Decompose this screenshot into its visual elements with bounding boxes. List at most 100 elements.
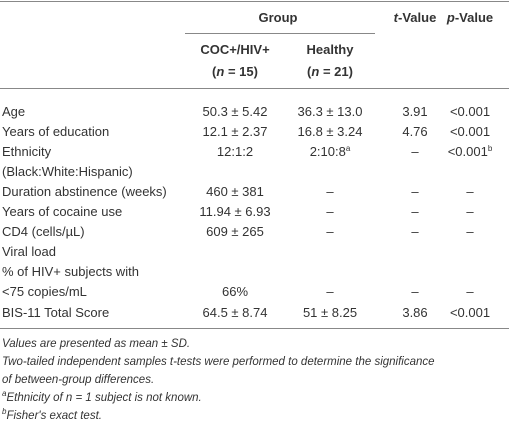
cell-text: 3.86 (402, 305, 428, 320)
cell-text: 609 ± 265 (206, 224, 264, 239)
footnote-text: of between-group differences. (2, 374, 155, 386)
cell-text: – (411, 284, 419, 299)
row-label: % of HIV+ subjects with (2, 264, 139, 279)
header-text: -Value (454, 10, 494, 25)
cell: 2:10:8a (310, 144, 351, 160)
column-header: Healthy (307, 42, 354, 58)
cell-text: – (466, 284, 474, 299)
cell: – (466, 184, 473, 200)
cell-text: – (411, 184, 419, 199)
cell: <0.001 (450, 124, 490, 140)
cell: 51 ± 8.25 (303, 305, 357, 321)
row-label: BIS-11 Total Score (2, 305, 110, 320)
footnote-text: Values are presented as mean ± SD. (2, 338, 191, 350)
footnote-mark: b (487, 144, 493, 153)
cell-text: <0.001 (447, 144, 488, 159)
header-text: = 21) (319, 64, 353, 79)
cell-text: – (326, 184, 334, 199)
cell-text: – (466, 224, 474, 239)
cell-text: 36.3 ± 13.0 (297, 104, 363, 119)
cell-text: – (411, 204, 419, 219)
footnote: aEthnicity of n = 1 subject is not known… (2, 390, 202, 406)
cell-text: 12:1:2 (216, 144, 254, 159)
cell-text: – (411, 144, 419, 159)
cell: 460 ± 381 (206, 184, 264, 200)
header-text: Healthy (306, 42, 354, 57)
row-label: Viral load (2, 244, 56, 259)
row-label: Duration abstinence (weeks) (2, 184, 167, 199)
cell: 3.86 (402, 305, 427, 321)
cell-text: 12.1 ± 2.37 (202, 124, 268, 139)
cell: 64.5 ± 8.74 (203, 305, 268, 321)
cell-text: 16.8 ± 3.24 (297, 124, 363, 139)
cell-text: <0.001 (449, 124, 491, 139)
footnote-mark: b (2, 407, 7, 416)
cell: 4.76 (402, 124, 427, 140)
cell-text: 51 ± 8.25 (302, 305, 358, 320)
header-rule (0, 88, 509, 89)
row-label: <75 copies/mL (2, 284, 87, 299)
cell: 66% (222, 284, 248, 300)
cell-text: – (326, 224, 334, 239)
cell: – (466, 284, 473, 300)
cell: 11.94 ± 6.93 (199, 204, 270, 220)
cell-text: – (466, 204, 474, 219)
header-text: = 15) (224, 64, 258, 79)
cell: – (326, 184, 333, 200)
column-header: t-Value (394, 10, 437, 26)
cell: – (411, 204, 418, 220)
cell: – (411, 224, 418, 240)
cell: 3.91 (402, 104, 427, 120)
header-text: n (311, 64, 320, 79)
footnote-mark: a (345, 144, 351, 153)
cell-text: – (466, 184, 474, 199)
cell-text: 11.94 ± 6.93 (199, 204, 271, 219)
cell: – (466, 204, 473, 220)
cell-text: – (326, 284, 334, 299)
column-header: p-Value (447, 10, 493, 26)
cell: 16.8 ± 3.24 (298, 124, 363, 140)
footnote-mark: a (2, 389, 7, 398)
row-label: Years of cocaine use (2, 204, 123, 219)
column-header: (n = 15) (212, 64, 258, 80)
cell-text: 50.3 ± 5.42 (202, 104, 268, 119)
cell: – (411, 184, 418, 200)
header-text: ( (212, 64, 217, 79)
cell: 12.1 ± 2.37 (203, 124, 268, 140)
row-label: Ethnicity (2, 144, 52, 159)
group-header: Group (258, 10, 298, 25)
cell-text: – (326, 204, 334, 219)
cell: – (326, 284, 333, 300)
cell: 50.3 ± 5.42 (203, 104, 268, 120)
header-text: -Value (398, 10, 437, 25)
cell: <0.001b (448, 144, 493, 160)
bottom-rule (0, 328, 509, 329)
cell: 36.3 ± 13.0 (298, 104, 363, 120)
footnote: of between-group differences. (2, 372, 154, 388)
cell-text: 4.76 (402, 124, 428, 139)
cell-text: 66% (221, 284, 249, 299)
top-rule (0, 1, 509, 2)
row-label: Years of education (2, 124, 110, 139)
column-header: COC+/HIV+ (200, 42, 269, 58)
cell-text: 64.5 ± 8.74 (202, 305, 268, 320)
cell: 609 ± 265 (206, 224, 264, 240)
cell: 12:1:2 (217, 144, 253, 160)
cell-text: <0.001 (449, 104, 491, 119)
column-header: (n = 21) (307, 64, 353, 80)
cell: – (466, 224, 473, 240)
row-label: CD4 (cells/µL) (2, 224, 85, 239)
cell-text: – (411, 224, 419, 239)
footnote-text: Two-tailed independent samples t-tests w… (2, 356, 435, 368)
footnote: bFisher's exact test. (2, 408, 102, 424)
header-text: n (216, 64, 225, 79)
header-text: COC+/HIV+ (200, 42, 270, 57)
header-text: ( (307, 64, 312, 79)
row-label: (Black:White:Hispanic) (2, 164, 133, 179)
cell-text: 460 ± 381 (206, 184, 264, 199)
cell: – (411, 284, 418, 300)
cell-text: 3.91 (402, 104, 428, 119)
footnote-text: Fisher's exact test. (6, 410, 102, 422)
cell: <0.001 (450, 305, 490, 321)
cell: – (411, 144, 418, 160)
